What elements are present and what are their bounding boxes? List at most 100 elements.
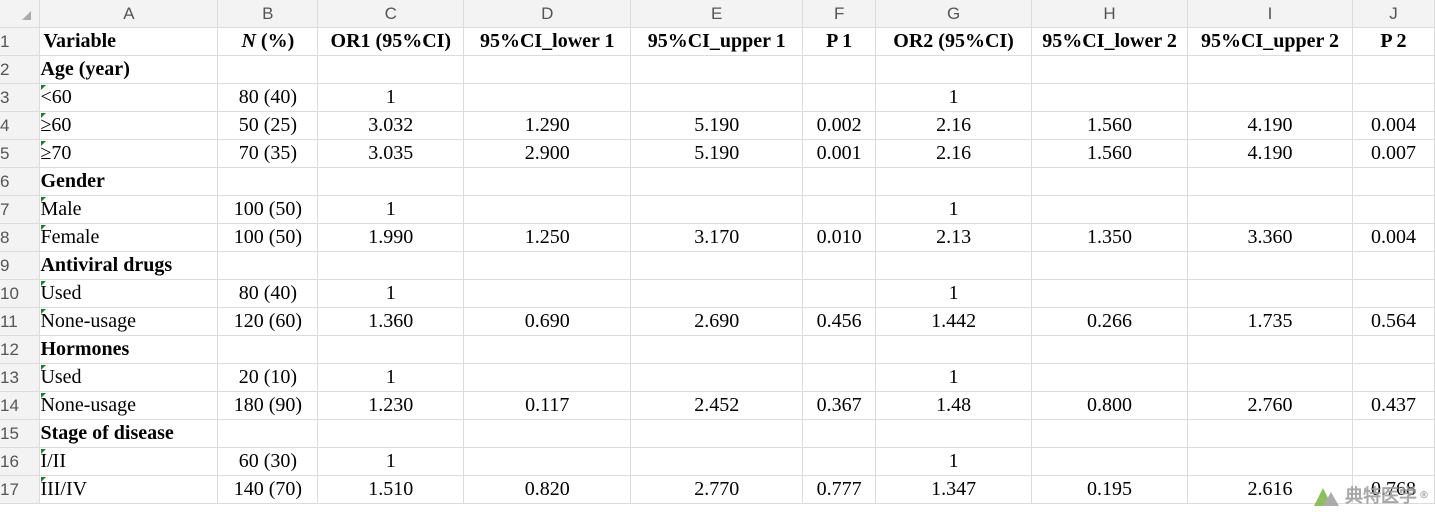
- cell-or1[interactable]: [317, 335, 465, 364]
- cell-u2[interactable]: [1187, 251, 1353, 280]
- cell-lower2-header[interactable]: 95%CI_lower 2: [1031, 27, 1189, 56]
- cell-p2[interactable]: [1352, 335, 1435, 364]
- section-label-cell[interactable]: Antiviral drugs: [39, 251, 219, 280]
- cell-l2[interactable]: 1.560: [1031, 111, 1189, 140]
- cell-u2[interactable]: 4.190: [1187, 139, 1353, 168]
- column-header-g[interactable]: G: [875, 0, 1033, 28]
- cell-p2[interactable]: [1352, 167, 1435, 196]
- category-label-cell[interactable]: Used: [39, 363, 219, 392]
- column-header-f[interactable]: F: [802, 0, 877, 28]
- cell-l1[interactable]: [463, 55, 632, 84]
- cell-l1[interactable]: [463, 167, 632, 196]
- cell-l2[interactable]: [1031, 363, 1189, 392]
- cell-or1[interactable]: 1: [317, 363, 465, 392]
- cell-l2[interactable]: [1031, 83, 1189, 112]
- row-header[interactable]: 2: [0, 55, 41, 84]
- row-header[interactable]: 15: [0, 419, 41, 448]
- cell-p2[interactable]: [1352, 251, 1435, 280]
- cell-l2[interactable]: [1031, 335, 1189, 364]
- cell-u2[interactable]: [1187, 363, 1353, 392]
- cell-or2[interactable]: [875, 419, 1033, 448]
- section-label-cell[interactable]: Age (year): [39, 55, 219, 84]
- row-header[interactable]: 3: [0, 83, 41, 112]
- cell-l1[interactable]: [463, 335, 632, 364]
- column-header-d[interactable]: D: [463, 0, 632, 28]
- section-label-cell[interactable]: Stage of disease: [39, 419, 219, 448]
- cell-l1[interactable]: 0.117: [463, 391, 632, 420]
- cell-or1[interactable]: [317, 167, 465, 196]
- category-label-cell[interactable]: None-usage: [39, 391, 219, 420]
- cell-p2[interactable]: [1352, 447, 1435, 476]
- cell-p2[interactable]: 0.004: [1352, 111, 1435, 140]
- cell-or1[interactable]: 1: [317, 195, 465, 224]
- cell-n[interactable]: 100 (50): [217, 223, 319, 252]
- cell-or2[interactable]: [875, 335, 1033, 364]
- cell-l1[interactable]: 0.690: [463, 307, 632, 336]
- cell-or2[interactable]: 2.16: [875, 111, 1033, 140]
- select-all-corner[interactable]: [0, 0, 41, 28]
- cell-n[interactable]: 140 (70): [217, 475, 319, 504]
- cell-p1[interactable]: [802, 55, 877, 84]
- cell-p2[interactable]: 0.007: [1352, 139, 1435, 168]
- cell-n[interactable]: 180 (90): [217, 391, 319, 420]
- cell-n-header[interactable]: N (%): [217, 27, 319, 56]
- cell-l2[interactable]: [1031, 419, 1189, 448]
- cell-l1[interactable]: [463, 419, 632, 448]
- cell-or2[interactable]: 2.13: [875, 223, 1033, 252]
- cell-n[interactable]: [217, 419, 319, 448]
- cell-n[interactable]: [217, 251, 319, 280]
- cell-or2[interactable]: 1.347: [875, 475, 1033, 504]
- row-header[interactable]: 12: [0, 335, 41, 364]
- cell-u2[interactable]: [1187, 83, 1353, 112]
- cell-u2[interactable]: 1.735: [1187, 307, 1353, 336]
- cell-or1[interactable]: 1: [317, 279, 465, 308]
- cell-p2[interactable]: 0.437: [1352, 391, 1435, 420]
- cell-p1[interactable]: 0.002: [802, 111, 877, 140]
- cell-l2[interactable]: [1031, 195, 1189, 224]
- cell-u2[interactable]: [1187, 279, 1353, 308]
- cell-variable-header[interactable]: Variable: [39, 27, 219, 56]
- cell-p1[interactable]: [802, 279, 877, 308]
- cell-l2[interactable]: 0.195: [1031, 475, 1189, 504]
- cell-p1[interactable]: [802, 419, 877, 448]
- cell-l2[interactable]: 1.350: [1031, 223, 1189, 252]
- cell-l1[interactable]: [463, 447, 632, 476]
- cell-upper1-header[interactable]: 95%CI_upper 1: [630, 27, 804, 56]
- cell-u1[interactable]: [630, 167, 804, 196]
- cell-u1[interactable]: 3.170: [630, 223, 804, 252]
- cell-n[interactable]: 60 (30): [217, 447, 319, 476]
- row-header[interactable]: 4: [0, 111, 41, 140]
- cell-or1[interactable]: [317, 251, 465, 280]
- cell-lower1-header[interactable]: 95%CI_lower 1: [463, 27, 632, 56]
- category-label-cell[interactable]: I/II: [39, 447, 219, 476]
- cell-u1[interactable]: [630, 251, 804, 280]
- column-header-e[interactable]: E: [630, 0, 804, 28]
- cell-l1[interactable]: [463, 251, 632, 280]
- column-header-a[interactable]: A: [39, 0, 219, 28]
- row-header[interactable]: 9: [0, 251, 41, 280]
- category-label-cell[interactable]: ≥70: [39, 139, 219, 168]
- cell-u2[interactable]: [1187, 167, 1353, 196]
- column-header-b[interactable]: B: [217, 0, 319, 28]
- cell-or2[interactable]: [875, 55, 1033, 84]
- cell-l1[interactable]: [463, 83, 632, 112]
- cell-p1[interactable]: [802, 363, 877, 392]
- category-label-cell[interactable]: ≥60: [39, 111, 219, 140]
- cell-l2[interactable]: [1031, 447, 1189, 476]
- cell-u1[interactable]: [630, 447, 804, 476]
- cell-l1[interactable]: [463, 279, 632, 308]
- cell-l1[interactable]: [463, 363, 632, 392]
- cell-l2[interactable]: [1031, 251, 1189, 280]
- cell-or1[interactable]: 1: [317, 83, 465, 112]
- cell-u2[interactable]: 3.360: [1187, 223, 1353, 252]
- cell-p2[interactable]: [1352, 419, 1435, 448]
- cell-u1[interactable]: [630, 279, 804, 308]
- cell-or1[interactable]: 1: [317, 447, 465, 476]
- cell-l2[interactable]: [1031, 279, 1189, 308]
- cell-l1[interactable]: 1.290: [463, 111, 632, 140]
- row-header[interactable]: 17: [0, 475, 41, 504]
- column-header-j[interactable]: J: [1352, 0, 1435, 28]
- cell-u1[interactable]: [630, 195, 804, 224]
- cell-or2[interactable]: 1.48: [875, 391, 1033, 420]
- row-header[interactable]: 5: [0, 139, 41, 168]
